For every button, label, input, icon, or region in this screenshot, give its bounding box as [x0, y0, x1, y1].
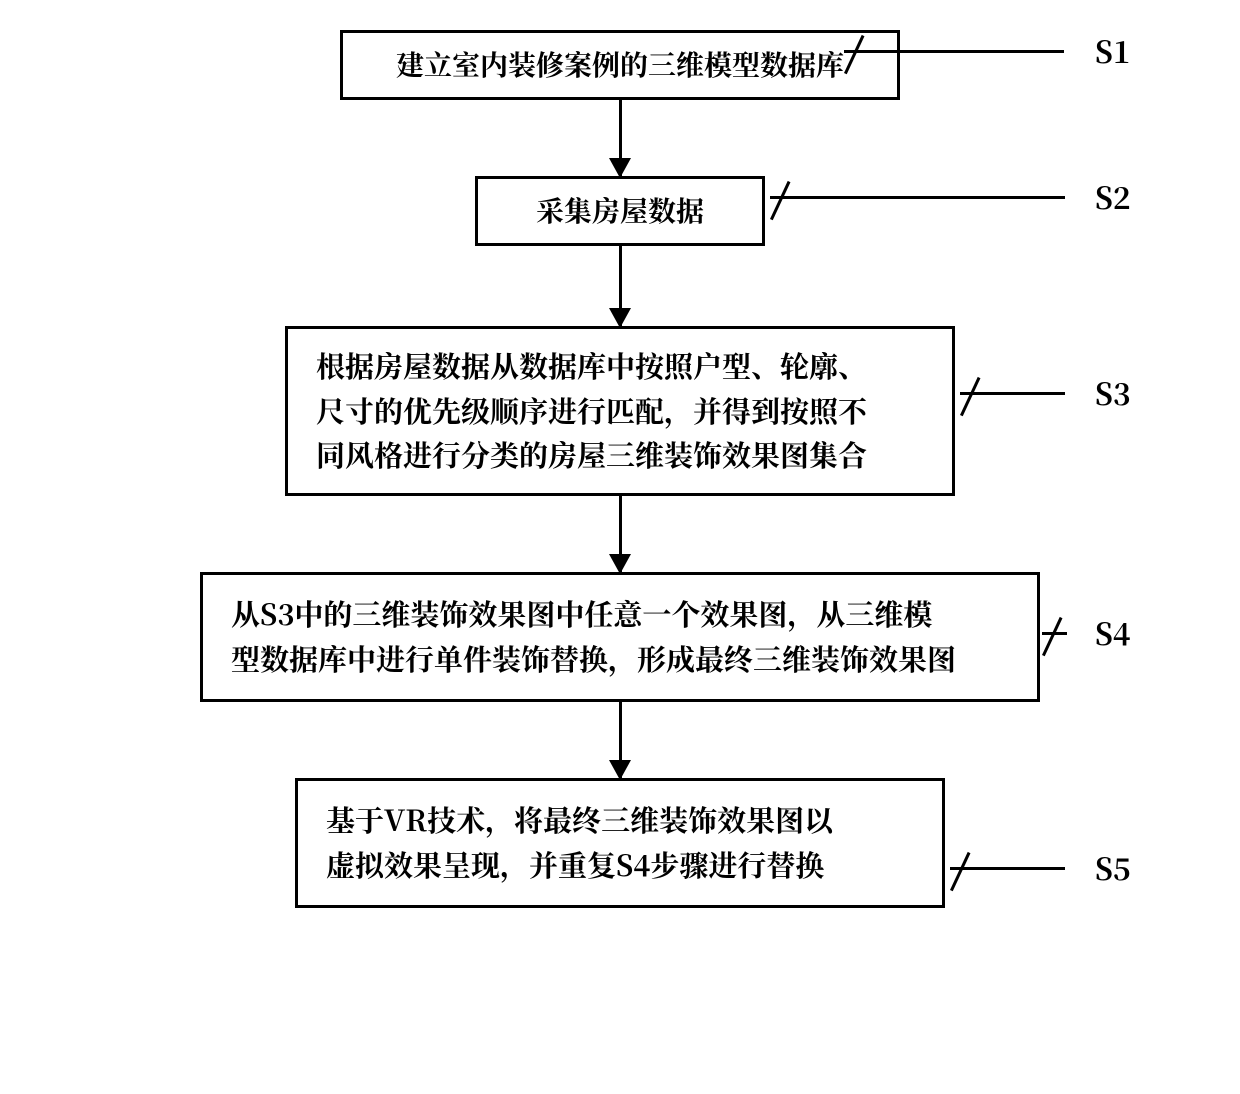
node-s5: 基于VR技术，将最终三维装饰效果图以 虚拟效果呈现，并重复S4步骤进行替换	[295, 778, 945, 908]
node-s4: 从S3中的三维装饰效果图中任意一个效果图，从三维模 型数据库中进行单件装饰替换，…	[200, 572, 1040, 702]
node-s4-line2: 型数据库中进行单件装饰替换，形成最终三维装饰效果图	[231, 637, 1009, 682]
node-s4-line1: 从S3中的三维装饰效果图中任意一个效果图，从三维模	[231, 592, 1009, 637]
arrow-s2-s3	[619, 246, 622, 326]
node-s1-text: 建立室内装修案例的三维模型数据库	[367, 43, 873, 86]
leader-s4	[1042, 632, 1067, 635]
arrow-s4-s5	[619, 702, 622, 778]
label-s1: S1	[1095, 35, 1131, 65]
node-s5-line1: 基于VR技术，将最终三维装饰效果图以	[326, 798, 914, 843]
node-s2-text: 采集房屋数据	[502, 189, 738, 232]
leader-s5	[950, 867, 1065, 870]
leader-s2	[770, 196, 1065, 199]
label-s5: S5	[1095, 852, 1131, 882]
arrow-s1-s2	[619, 100, 622, 176]
node-s3-line1: 根据房屋数据从数据库中按照户型、轮廓、	[316, 344, 924, 389]
arrow-s3-s4	[619, 496, 622, 572]
leader-s1	[844, 50, 1064, 53]
node-s1: 建立室内装修案例的三维模型数据库	[340, 30, 900, 100]
node-s3-line2: 尺寸的优先级顺序进行匹配，并得到按照不	[316, 389, 924, 434]
label-s3: S3	[1095, 377, 1131, 407]
node-s3-line3: 同风格进行分类的房屋三维装饰效果图集合	[316, 433, 924, 478]
node-s3: 根据房屋数据从数据库中按照户型、轮廓、 尺寸的优先级顺序进行匹配，并得到按照不 …	[285, 326, 955, 496]
flowchart-container: 建立室内装修案例的三维模型数据库 采集房屋数据 根据房屋数据从数据库中按照户型、…	[80, 30, 1160, 908]
node-s5-line2: 虚拟效果呈现，并重复S4步骤进行替换	[326, 843, 914, 888]
label-s4: S4	[1095, 617, 1131, 647]
node-s2: 采集房屋数据	[475, 176, 765, 246]
leader-s3	[960, 392, 1065, 395]
label-s2: S2	[1095, 181, 1131, 211]
